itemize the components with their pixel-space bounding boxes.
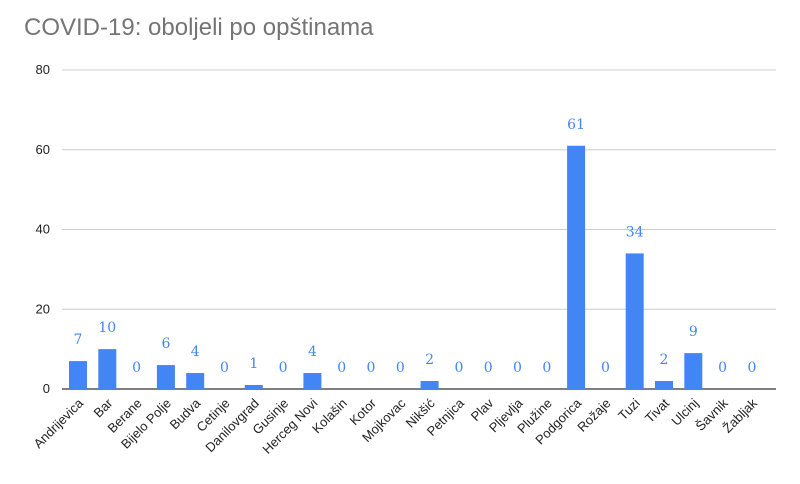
- data-label: 0: [396, 360, 405, 376]
- bar: [684, 353, 703, 389]
- data-label: 34: [626, 224, 644, 240]
- category-label: Tivat: [642, 395, 672, 425]
- chart-title: COVID-19: oboljeli po opštinama: [24, 14, 374, 41]
- y-tick-label: 0: [43, 381, 50, 396]
- data-label: 7: [74, 332, 83, 348]
- data-label: 10: [98, 320, 116, 336]
- data-label: 0: [484, 360, 493, 376]
- bar: [655, 381, 673, 389]
- data-label: 4: [308, 344, 317, 360]
- data-label: 0: [132, 360, 141, 376]
- data-label: 0: [718, 360, 727, 376]
- data-label: 1: [249, 356, 258, 372]
- bar: [186, 373, 205, 389]
- category-label: Andrijevica: [31, 395, 87, 451]
- bar: [567, 145, 586, 389]
- data-label: 6: [161, 336, 170, 352]
- data-label: 2: [425, 352, 434, 368]
- y-tick-label: 60: [36, 142, 50, 157]
- data-label: 0: [220, 360, 229, 376]
- bar: [156, 365, 175, 389]
- bars: [69, 145, 703, 389]
- data-label: 0: [367, 360, 376, 376]
- category-label: Tuzi: [615, 395, 643, 423]
- y-tick-label: 80: [36, 62, 50, 77]
- bar: [625, 253, 644, 389]
- bar: [69, 361, 87, 389]
- data-label: 2: [660, 352, 669, 368]
- bar: [303, 373, 322, 389]
- data-label: 0: [513, 360, 522, 376]
- data-label: 0: [747, 360, 756, 376]
- data-label: 61: [567, 117, 585, 133]
- data-label: 9: [689, 324, 698, 340]
- data-label: 4: [191, 344, 200, 360]
- bar: [420, 381, 439, 389]
- data-label: 0: [337, 360, 346, 376]
- y-tick-label: 20: [36, 301, 50, 316]
- data-label: 0: [454, 360, 463, 376]
- y-tick-label: 40: [36, 222, 50, 237]
- bar: [98, 349, 117, 389]
- data-label: 0: [279, 360, 288, 376]
- category-label: Rožaje: [574, 396, 613, 435]
- data-label: 0: [542, 360, 551, 376]
- y-axis-ticks: 0 20 40 60 80: [36, 62, 50, 396]
- data-label: 0: [601, 360, 610, 376]
- bar: [244, 385, 263, 389]
